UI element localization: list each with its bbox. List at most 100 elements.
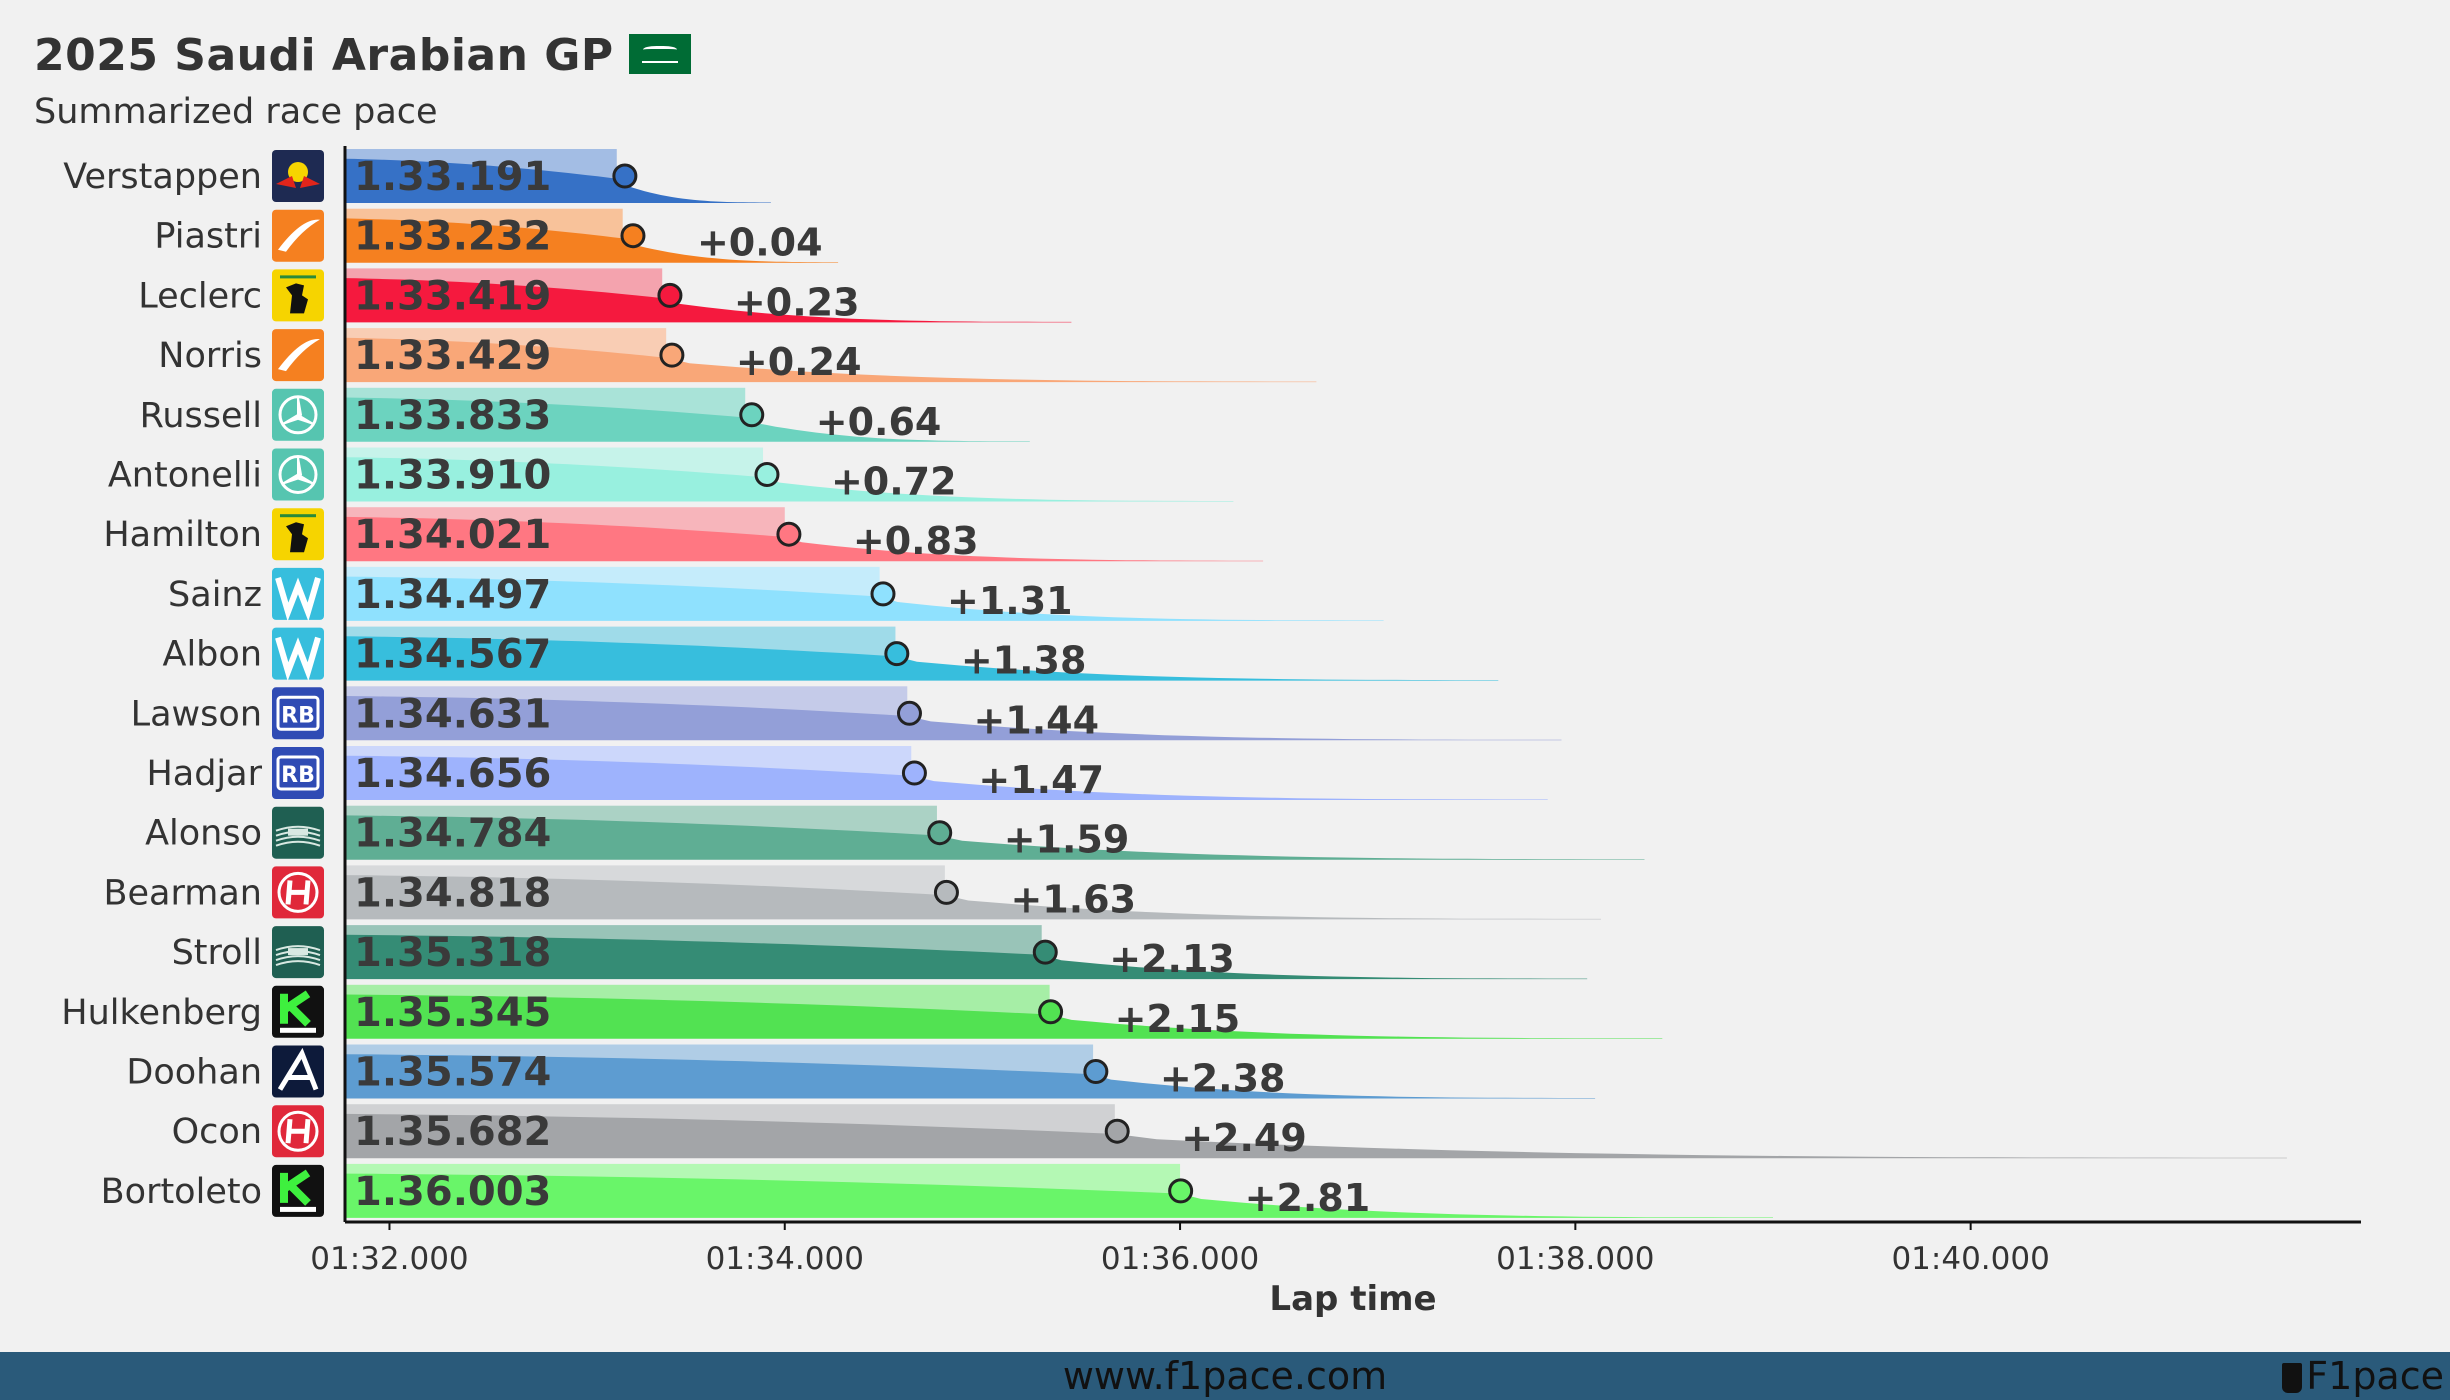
distribution-shape — [345, 218, 839, 263]
icon-h — [285, 880, 311, 905]
pace-marker — [927, 820, 953, 846]
footer-brand: F1pace — [2282, 1354, 2444, 1398]
icon-text-line — [280, 1206, 316, 1212]
pace-marker — [657, 282, 683, 308]
gap-label: +0.23 — [734, 280, 860, 324]
pace-label: 1.35.682 — [354, 1109, 551, 1155]
pace-label: 1.33.191 — [354, 154, 551, 200]
gap-label: +0.24 — [736, 340, 862, 384]
title-wrap: 2025 Saudi Arabian GP — [34, 30, 691, 81]
distribution-shape — [345, 934, 1588, 980]
driver-name: Bortoleto — [101, 1172, 262, 1212]
saudi-flag-icon — [628, 33, 691, 74]
x-axis-label: Lap time — [1269, 1279, 1436, 1319]
icon-star — [282, 457, 314, 485]
pace-marker — [659, 342, 685, 368]
driver-name: Piastri — [154, 217, 262, 257]
footer-url[interactable]: www.f1pace.com — [1062, 1354, 1388, 1398]
pace-label: 1.33.419 — [354, 273, 551, 319]
pace-label: 1.34.784 — [354, 811, 551, 857]
icon-badge — [288, 948, 308, 956]
driver-row-hadjar: 1.34.656 +1.47 Hadjar RB — [146, 746, 1548, 802]
icon-wing — [275, 945, 321, 952]
distribution-shape — [345, 337, 1317, 383]
aston-martin-icon — [272, 806, 324, 859]
gap-label: +1.47 — [978, 758, 1104, 802]
red-bull-icon — [272, 150, 324, 202]
williams-icon — [272, 567, 324, 622]
driver-row-russell: 1.33.833 +0.64 Russell — [140, 387, 1030, 444]
x-tick-label: 01:36.000 — [1101, 1241, 1259, 1277]
driver-name: Sainz — [168, 575, 262, 615]
icon-bg — [272, 687, 324, 740]
driver-row-norris: 1.33.429 +0.24 Norris — [158, 328, 1317, 384]
pace-label: 1.34.631 — [354, 691, 551, 737]
haas-icon — [272, 1105, 324, 1158]
driver-row-bortoleto: 1.36.003 +2.81 Bortoleto — [101, 1163, 1773, 1220]
x-tick-label: 01:38.000 — [1496, 1241, 1654, 1277]
icon-stripe — [280, 514, 316, 518]
gap-label: +2.15 — [1115, 997, 1241, 1041]
pace-marker — [896, 700, 922, 726]
pace-label: 1.34.021 — [354, 512, 551, 558]
distribution-shape — [345, 994, 1663, 1039]
icon-letters: RB — [281, 763, 315, 788]
pace-marker — [884, 641, 910, 667]
gap-label: +0.72 — [831, 460, 957, 504]
pace-label: 1.33.232 — [354, 214, 551, 260]
gap-label: +0.04 — [697, 221, 823, 265]
driver-name: Lawson — [131, 694, 262, 734]
distribution-shape — [345, 1113, 2287, 1159]
icon-frame — [276, 695, 320, 731]
icon-wing — [275, 955, 321, 962]
icon-k — [280, 990, 311, 1027]
icon-sun — [288, 162, 308, 182]
gap-label: +1.59 — [1004, 818, 1130, 862]
icon-swoosh — [278, 219, 320, 252]
pace-label: 1.35.574 — [354, 1050, 551, 1096]
driver-name: Hadjar — [146, 754, 262, 794]
icon-star — [282, 397, 314, 425]
pace-marker — [754, 462, 780, 487]
gap-label: +2.81 — [1245, 1176, 1371, 1220]
pace-marker — [1104, 1118, 1130, 1144]
icon-badge — [288, 828, 308, 836]
icon-h — [285, 1118, 311, 1144]
distribution-shape — [345, 875, 1601, 920]
driver-name: Leclerc — [138, 276, 262, 316]
driver-name: Bearman — [104, 873, 263, 913]
mercedes-icon — [272, 388, 324, 441]
driver-row-hulkenberg: 1.35.345 +2.15 Hulkenberg — [61, 984, 1663, 1041]
icon-wing — [275, 960, 321, 967]
sauber-icon — [272, 985, 324, 1038]
gap-label: +1.44 — [973, 698, 1099, 742]
icon-wing — [275, 840, 321, 847]
icon-ring — [277, 871, 319, 913]
page-subtitle: Summarized race pace — [34, 92, 438, 132]
distribution-shape — [345, 576, 1384, 621]
footer-bar: www.f1pace.com F1pace — [0, 1352, 2450, 1400]
distribution-shape — [345, 457, 1234, 502]
gap-label: +1.63 — [1010, 877, 1136, 921]
driver-name: Hulkenberg — [61, 993, 262, 1033]
pace-label: 1.35.345 — [354, 990, 551, 1036]
driver-name: Antonelli — [108, 456, 262, 496]
driver-row-doohan: 1.35.574 +2.38 Doohan — [126, 1044, 1596, 1101]
icon-letters: RB — [281, 703, 315, 728]
pace-label: 1.33.833 — [354, 393, 551, 439]
mclaren-icon — [272, 209, 324, 262]
pace-marker — [870, 581, 896, 607]
driver-name: Ocon — [172, 1112, 262, 1152]
driver-name: Norris — [158, 336, 262, 376]
pace-marker — [776, 521, 802, 547]
williams-icon — [272, 627, 324, 681]
gap-label: +0.83 — [853, 519, 979, 563]
pace-marker — [1168, 1178, 1194, 1204]
pace-marker — [620, 223, 646, 249]
cup-icon — [2282, 1363, 2303, 1393]
pace-label: 1.34.656 — [354, 751, 551, 797]
gap-label: +1.38 — [961, 639, 1087, 683]
pace-label: 1.33.910 — [354, 453, 551, 499]
icon-w — [275, 577, 321, 622]
